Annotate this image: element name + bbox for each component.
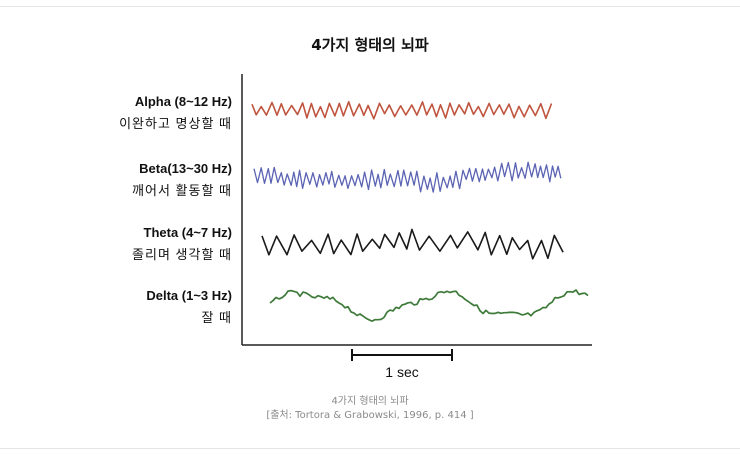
scale-bar: [351, 349, 453, 361]
band-label-alpha: Alpha (8~12 Hz) 이완하고 명상할 때: [119, 93, 232, 133]
band-description: 졸리며 생각할 때: [132, 247, 232, 262]
band-description: 잘 때: [201, 310, 232, 325]
band-name: Theta (4~7 Hz): [143, 225, 233, 240]
beta-waveform: [253, 161, 562, 193]
band-name: Alpha (8~12 Hz): [134, 94, 232, 109]
band-description: 이완하고 명상할 때: [119, 116, 232, 131]
band-label-theta: Theta (4~7 Hz) 졸리며 생각할 때: [132, 224, 232, 264]
bottom-divider: [0, 448, 740, 449]
figure-title: 4가지 형태의 뇌파: [311, 36, 429, 54]
caption-title: 4가지 형태의 뇌파: [331, 396, 409, 407]
delta-waveform: [269, 289, 589, 322]
alpha-waveform: [251, 101, 553, 120]
top-divider: [0, 6, 740, 7]
theta-waveform: [261, 228, 564, 260]
band-label-beta: Beta(13~30 Hz) 깨어서 활동할 때: [132, 160, 232, 200]
band-description: 깨어서 활동할 때: [132, 183, 232, 198]
band-label-delta: Delta (1~3 Hz) 잘 때: [146, 287, 232, 327]
band-name: Delta (1~3 Hz): [146, 288, 232, 303]
scale-bar-label: 1 sec: [385, 364, 419, 380]
caption-source: [출처: Tortora & Grabowski, 1996, p. 414 ]: [266, 410, 474, 421]
band-name: Beta(13~30 Hz): [139, 161, 232, 176]
figure-caption: 4가지 형태의 뇌파 [출처: Tortora & Grabowski, 199…: [0, 395, 740, 423]
